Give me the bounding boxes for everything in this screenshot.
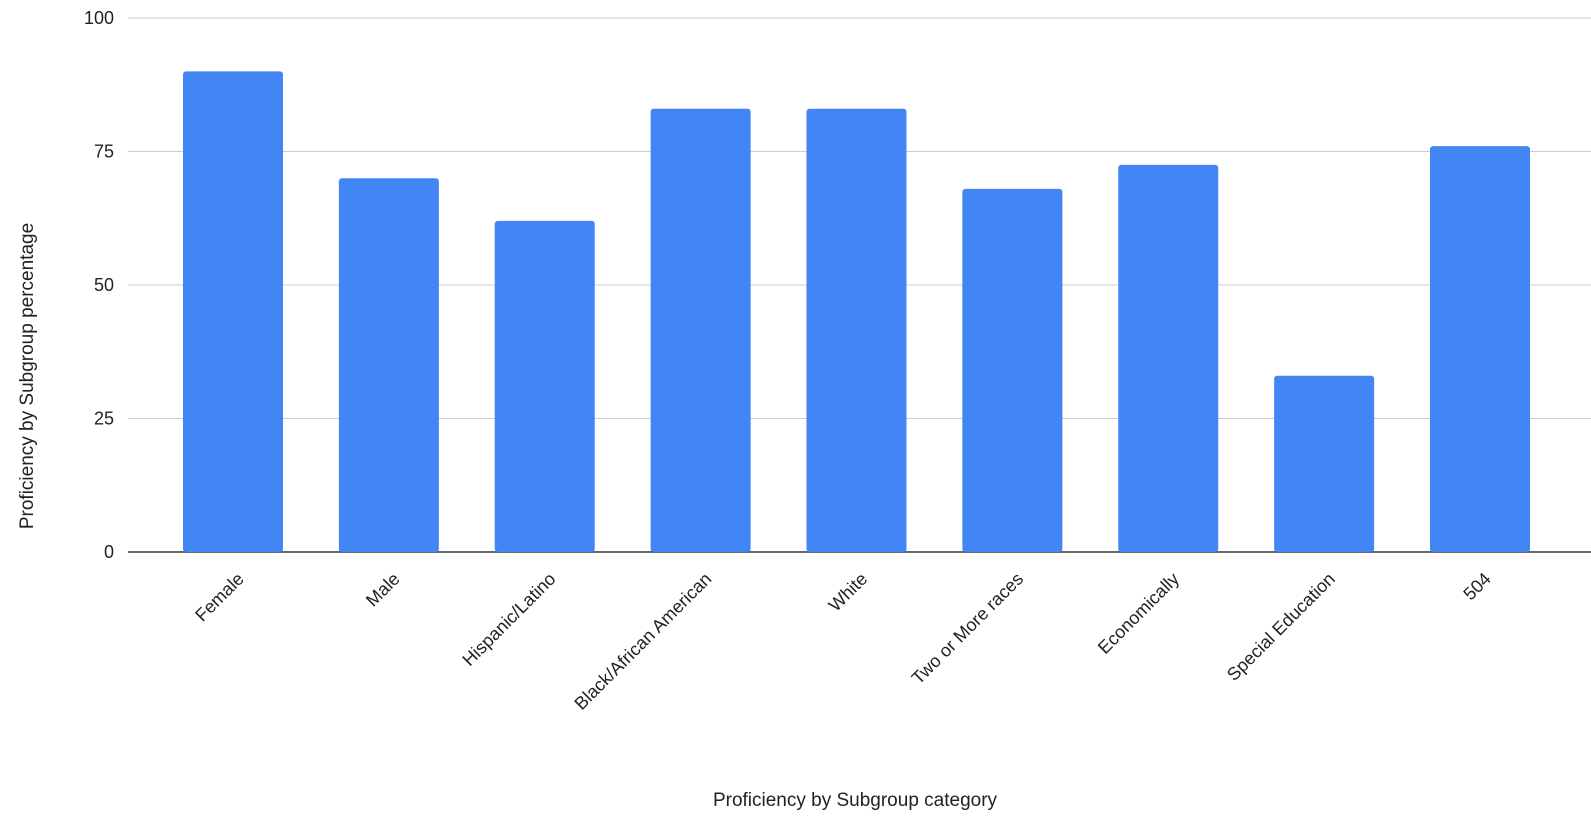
x-tick-label: 504 <box>1459 569 1494 604</box>
bar-black-african-american <box>650 108 751 552</box>
bar-white <box>806 108 907 552</box>
x-tick-label: White <box>825 569 872 616</box>
x-tick-label: Special Education <box>1223 569 1339 685</box>
y-tick-label: 100 <box>84 8 114 28</box>
y-tick-label: 25 <box>94 409 114 429</box>
y-tick-label: 75 <box>94 142 114 162</box>
x-tick-label: Male <box>362 569 404 611</box>
x-tick-label: Two or More races <box>908 569 1028 689</box>
bar-economically <box>1118 164 1219 552</box>
x-tick-label: Hispanic/Latino <box>458 569 559 670</box>
x-axis-ticks: Female Male Hispanic/Latino Black/African A… <box>191 569 1495 714</box>
y-tick-label: 50 <box>94 275 114 295</box>
bars <box>183 71 1530 553</box>
y-axis-ticks: 0 25 50 75 100 <box>84 8 114 562</box>
bar-female <box>183 71 283 553</box>
x-tick-label: Black/African American <box>570 569 715 714</box>
x-tick-label: Economically <box>1094 569 1183 658</box>
bar-two-or-more-races <box>962 188 1063 552</box>
x-tick-label: Female <box>191 569 248 626</box>
bar-504 <box>1430 146 1530 552</box>
bar-male <box>338 178 439 552</box>
x-axis-title: Proficiency by Subgroup category <box>713 790 998 811</box>
y-tick-label: 0 <box>104 542 114 562</box>
bar-special-education <box>1274 375 1375 552</box>
y-axis-title: Proficiency by Subgroup percentage <box>17 223 38 529</box>
bar-hispanic-latino <box>494 220 595 553</box>
